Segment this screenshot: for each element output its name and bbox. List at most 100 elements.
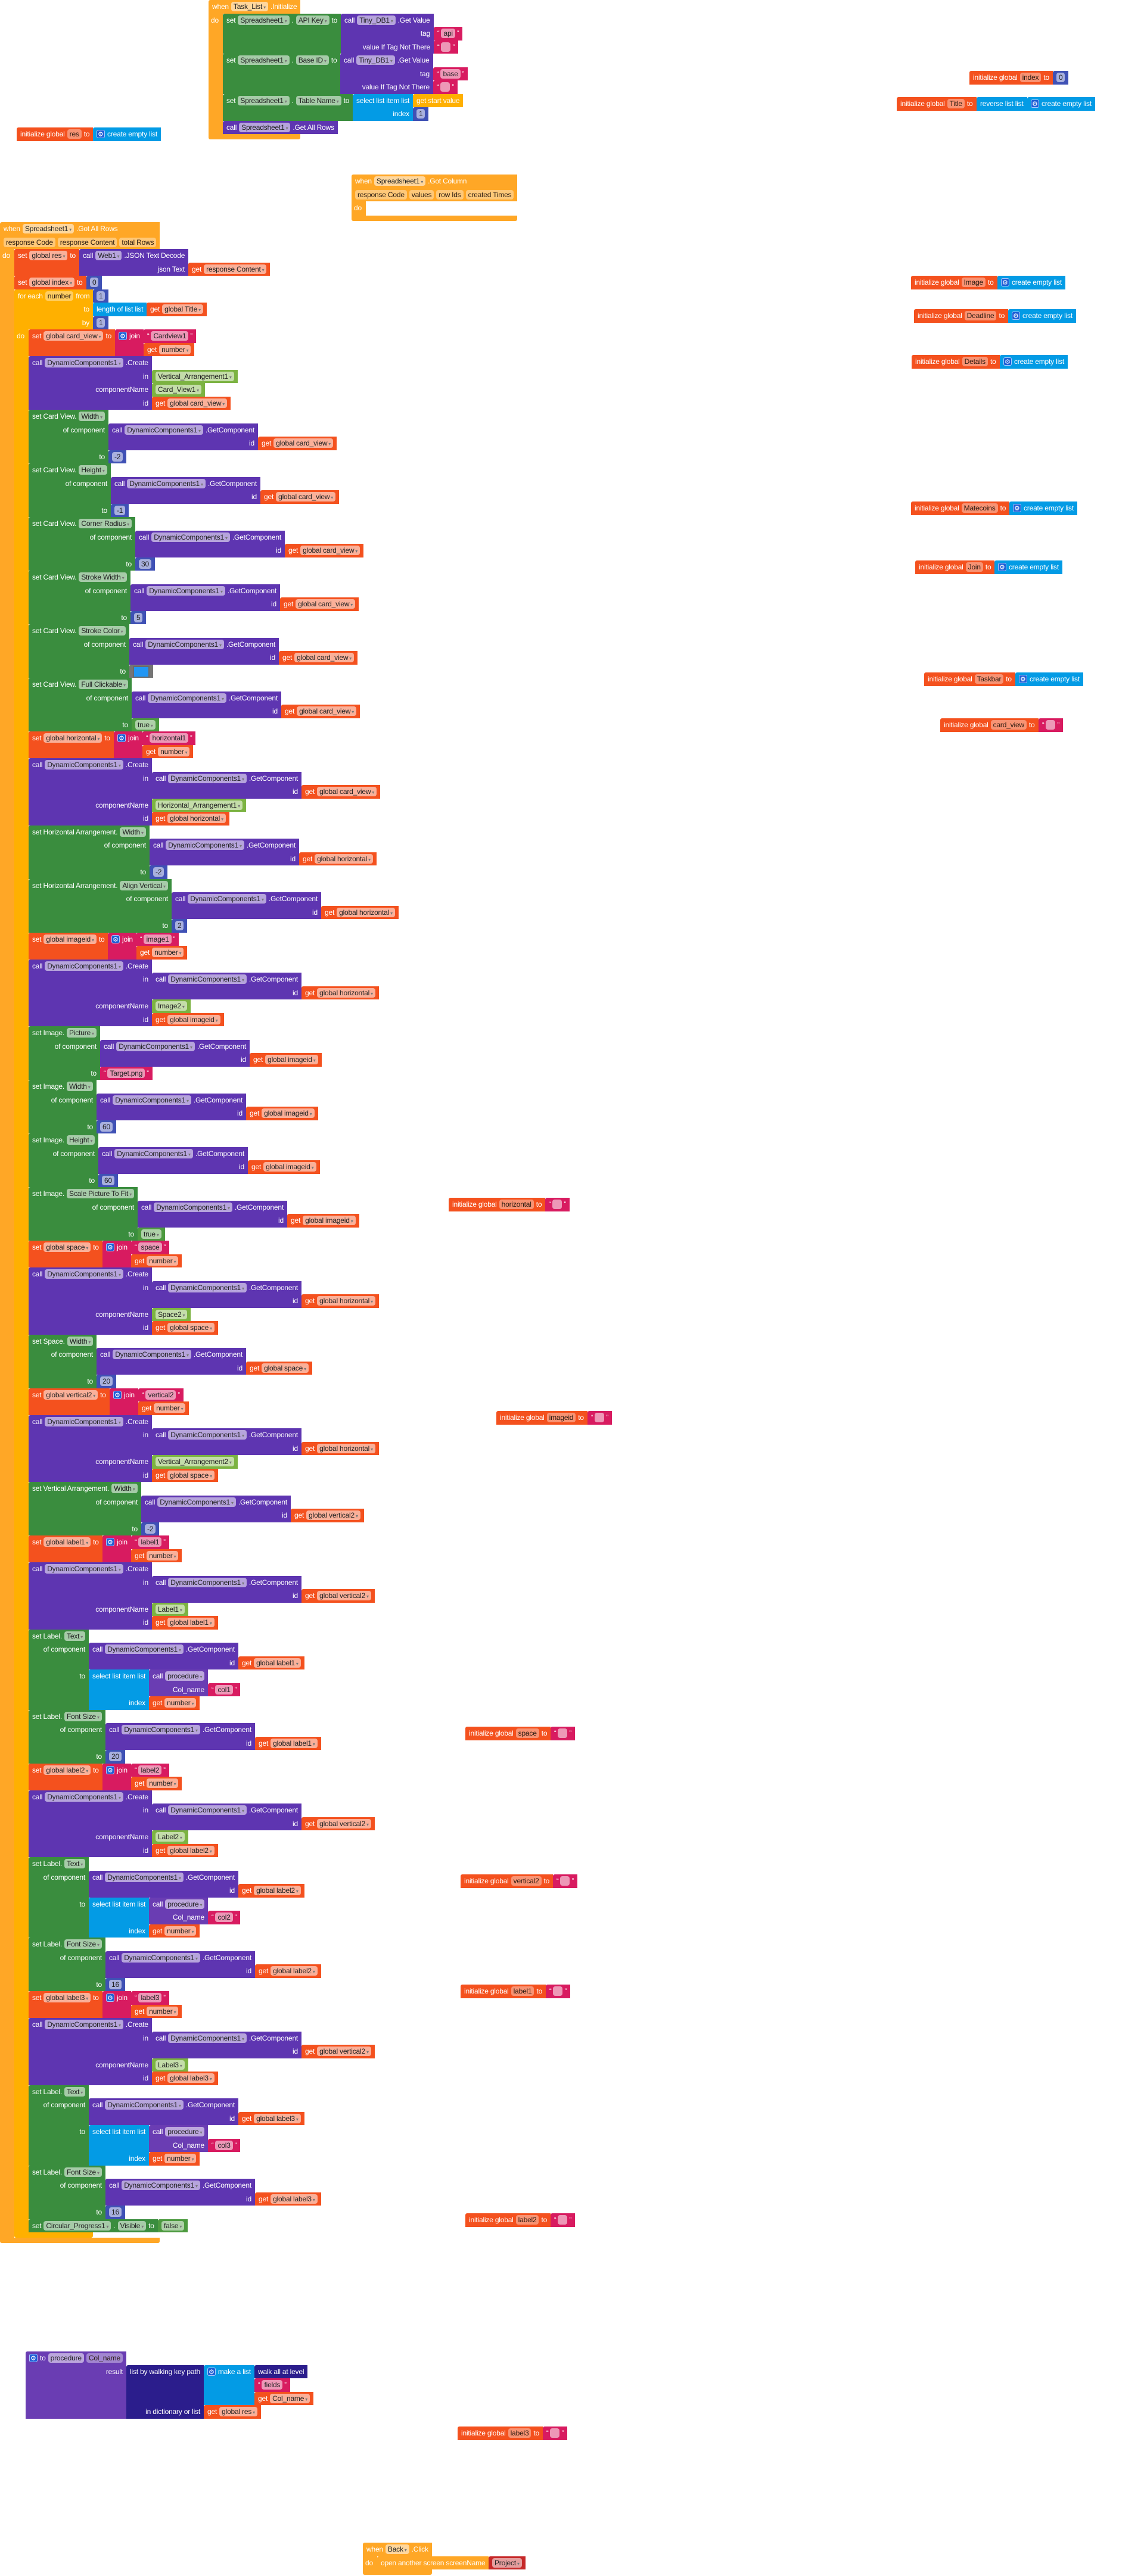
variable-name-field[interactable]: Deadline <box>964 311 997 320</box>
variable-name-field[interactable]: values <box>409 189 434 200</box>
variable-name-field[interactable]: Details <box>962 357 988 366</box>
logic-block[interactable]: true <box>132 718 159 731</box>
task-list-initialize-event-block[interactable]: whenTask_List.InitializedosetSpreadsheet… <box>209 0 468 139</box>
math-block[interactable]: 16 <box>105 2206 125 2219</box>
dropdown-field[interactable]: global label1 <box>43 1537 91 1547</box>
var-block[interactable]: initialize globalDeadlinetocreate empty … <box>914 309 1076 323</box>
setter-block[interactable]: set Vertical Arrangement.Widthof compone… <box>29 1482 364 1535</box>
value-field[interactable]: 2 <box>175 921 184 930</box>
text-field[interactable] <box>558 1728 568 1738</box>
dropdown-field[interactable]: global imageid <box>262 1108 315 1118</box>
variable-name-field[interactable]: space <box>515 1728 539 1738</box>
var-block[interactable]: initialize global label3 to <box>458 2427 567 2440</box>
text-field[interactable]: api <box>441 29 455 38</box>
text-block[interactable]: col1 <box>208 1683 240 1696</box>
dropdown-field[interactable]: DynamicComponents1 <box>114 1148 193 1158</box>
var-block[interactable]: get response Content <box>188 262 270 276</box>
math-block[interactable]: 1 <box>93 289 108 303</box>
text-block[interactable] <box>434 40 458 54</box>
var-block[interactable]: get global label1 <box>255 1736 321 1750</box>
var-block[interactable]: get number <box>131 1549 182 1562</box>
dropdown-field[interactable]: global vertical2 <box>317 2047 371 2056</box>
dropdown-field[interactable]: DynamicComponents1 <box>151 532 230 542</box>
dropdown-field[interactable]: Label3 <box>156 2060 185 2070</box>
dropdown-field[interactable]: global card_view <box>294 653 355 662</box>
dropdown-field[interactable]: DynamicComponents1 <box>116 1041 195 1051</box>
setter-block[interactable]: set Space.Widthof componentcallDynamicCo… <box>29 1334 312 1388</box>
initialize-global-image-block[interactable]: initialize globalImagetocreate empty lis… <box>911 276 1065 290</box>
dropdown-field[interactable]: Width <box>67 1336 94 1346</box>
setter-block[interactable]: set Card View.Stroke Widthof componentca… <box>29 571 359 624</box>
var-block[interactable]: get global horizontal <box>301 986 379 999</box>
dropdown-field[interactable]: number <box>158 746 190 756</box>
dropdown-field[interactable]: true <box>141 1229 161 1239</box>
text-field[interactable]: label1 <box>138 1537 162 1547</box>
variable-name-field[interactable]: response Code <box>355 189 407 200</box>
dropdown-field[interactable]: Spreadsheet1 <box>374 176 426 186</box>
text-block[interactable]: joinhorizontal1getnumber <box>114 731 195 758</box>
dropdown-field[interactable]: response Content <box>204 264 267 274</box>
dropdown-field[interactable]: Scale Picture To Fit <box>67 1189 135 1198</box>
var-block[interactable]: get global label3 <box>152 2072 218 2085</box>
list-block[interactable]: create empty list <box>997 276 1065 290</box>
compobj-block[interactable]: Image2 <box>152 999 191 1013</box>
var-block[interactable]: get global label3 <box>238 2111 304 2125</box>
dropdown-field[interactable]: Label2 <box>156 1832 185 1842</box>
var-block[interactable]: get number <box>136 946 187 960</box>
var-block[interactable]: get global card_view <box>279 651 358 665</box>
method-block[interactable]: callDynamicComponents1.GetComponentidget… <box>105 2179 321 2206</box>
variable-name-field[interactable]: response Code <box>4 237 55 247</box>
mutator-gear-icon[interactable] <box>106 1241 114 1255</box>
dropdown-field[interactable]: global imageid <box>43 934 97 944</box>
dropdown-field[interactable]: number <box>164 2154 197 2163</box>
value-field[interactable]: procedure <box>48 2353 84 2363</box>
dropdown-field[interactable]: DynamicComponents1 <box>168 773 247 783</box>
dropdown-field[interactable]: number <box>159 344 191 354</box>
dropdown-field[interactable]: global label1 <box>254 1658 301 1668</box>
var-block[interactable]: get global label1 <box>238 1656 304 1669</box>
var-block[interactable]: get global res <box>204 2405 261 2419</box>
dropdown-field[interactable]: DynamicComponents1 <box>45 760 123 770</box>
setter-block[interactable]: set Card View.Corner Radiusof componentc… <box>29 517 363 571</box>
mutator-gear-icon[interactable] <box>1019 673 1027 687</box>
setter-block[interactable]: set Image.Heightof componentcallDynamicC… <box>29 1133 320 1187</box>
compobj-block[interactable]: Horizontal_Arrangement1 <box>152 798 246 812</box>
var-block[interactable]: get global label2 <box>238 1884 304 1898</box>
var-block[interactable]: get number <box>131 1254 182 1267</box>
text-block[interactable]: col2 <box>208 1911 240 1924</box>
initialize-global-card-view-block[interactable]: initialize global card_view to <box>940 718 1063 732</box>
text-block[interactable]: joinlabel3getnumber <box>102 1991 182 2018</box>
dropdown-field[interactable]: true <box>135 719 156 730</box>
dropdown-field[interactable]: global horizontal <box>317 1443 375 1453</box>
var-block[interactable]: get global vertical2 <box>291 1509 364 1522</box>
mutator-gear-icon[interactable] <box>97 128 105 142</box>
var-block[interactable]: get global space <box>152 1468 218 1482</box>
dropdown-field[interactable]: DynamicComponents1 <box>125 425 203 435</box>
dropdown-field[interactable]: number <box>147 1778 179 1788</box>
dropdown-field[interactable]: global Title <box>162 304 203 314</box>
var-block[interactable]: get number <box>138 1401 189 1415</box>
dropdown-field[interactable]: global imageid <box>167 1014 220 1024</box>
text-field[interactable]: label2 <box>138 1765 162 1775</box>
text-block[interactable] <box>545 1198 570 1211</box>
text-field[interactable]: base <box>440 68 461 79</box>
var-block[interactable]: initialize globalrestocreate empty list <box>17 127 161 142</box>
var-block[interactable]: initialize globalDetailstocreate empty l… <box>912 355 1068 369</box>
proc-block[interactable]: callprocedureCol_namecol3 <box>149 2125 240 2152</box>
initialize-global-join-block[interactable]: initialize globalJointocreate empty list <box>915 560 1062 575</box>
text-field[interactable] <box>552 1200 562 1209</box>
variable-name-field[interactable]: created Times <box>465 189 514 200</box>
dropdown-field[interactable]: global label2 <box>271 1966 318 1976</box>
dropdown-field[interactable]: global index <box>29 278 74 287</box>
dropdown-field[interactable]: Back <box>385 2544 409 2554</box>
text-field[interactable] <box>558 2215 568 2225</box>
dropdown-field[interactable]: Card_View1 <box>156 385 201 394</box>
dropdown-field[interactable]: API Key <box>296 15 329 25</box>
